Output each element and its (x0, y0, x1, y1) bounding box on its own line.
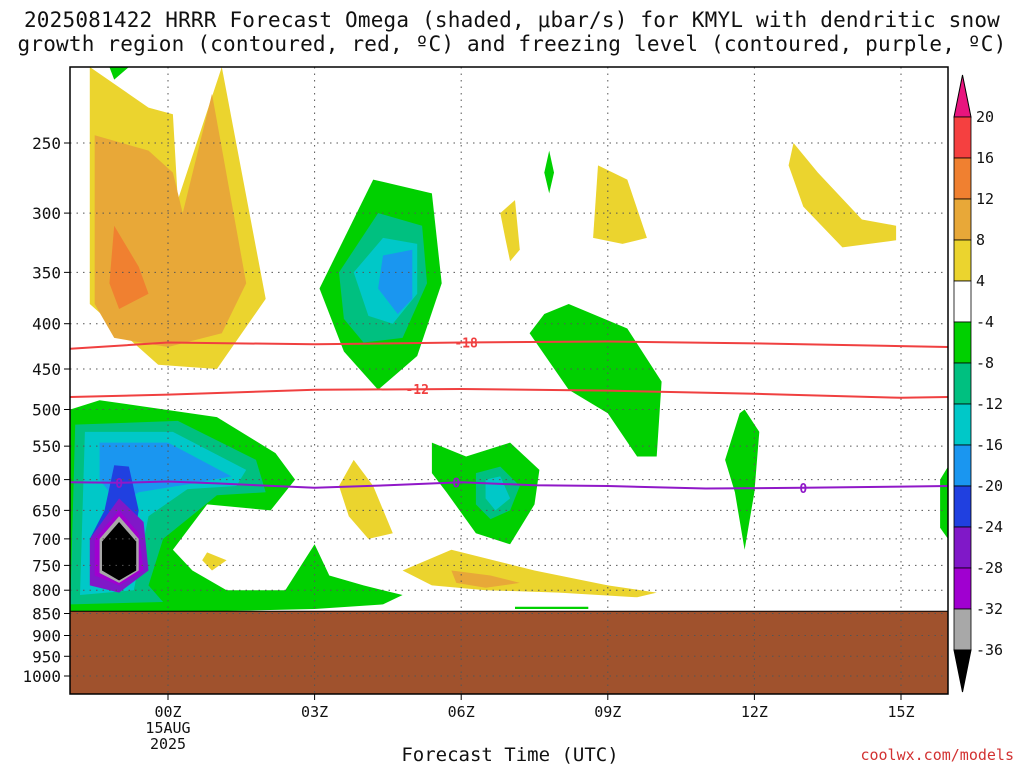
colorbar-label: 20 (976, 108, 994, 126)
y-tick-label: 550 (32, 437, 61, 456)
x-tick-date: 15AUG (145, 719, 190, 737)
y-tick-label: 900 (32, 626, 61, 645)
omega-region-28 (940, 466, 948, 539)
contour-label-1-0: -12 (405, 383, 428, 398)
omega-region-23 (593, 165, 647, 244)
colorbar-bin (953, 608, 972, 651)
colorbar-bin (953, 198, 972, 241)
colorbar-top-arrow (953, 74, 972, 118)
colorbar-label: 4 (976, 272, 985, 290)
chart-title-line-2: growth region (contoured, red, ºC) and f… (17, 32, 1007, 56)
colorbar-bin (953, 116, 972, 159)
x-tick-label: 00Z (154, 703, 181, 721)
omega-region-24 (500, 200, 520, 262)
colorbar-bottom-arrow (953, 649, 972, 693)
contour-label-2-2: 0 (452, 476, 460, 491)
colorbar-bin (953, 280, 972, 323)
colorbar-label: -20 (976, 477, 1003, 495)
colorbar-label: -24 (976, 518, 1003, 536)
colorbar-bin (953, 567, 972, 610)
colorbar-bin (953, 321, 972, 364)
y-tick-label: 400 (32, 315, 61, 334)
x-tick-label: 15Z (887, 703, 914, 721)
omega-region-29 (515, 606, 589, 609)
colorbar-label: -32 (976, 600, 1003, 618)
y-tick-label: 450 (32, 360, 61, 379)
x-tick-label: 03Z (301, 703, 328, 721)
contour-label-2-1: 0 (115, 477, 123, 492)
colorbar-label: 16 (976, 149, 994, 167)
colorbar-bin (953, 362, 972, 405)
y-tick-label: 1000 (22, 667, 61, 686)
x-tick-label: 06Z (448, 703, 475, 721)
y-tick-label: 650 (32, 501, 61, 520)
colorbar-bin (953, 526, 972, 569)
y-tick-label: 600 (32, 471, 61, 490)
omega-region-22 (529, 304, 662, 457)
y-tick-label: 300 (32, 204, 61, 223)
colorbar-bin (953, 239, 972, 282)
contour-label-0-0: -18 (454, 336, 478, 351)
omega-region-17 (402, 549, 657, 598)
colorbar-bin (953, 444, 972, 487)
omega-region-18 (451, 570, 520, 588)
omega-region-25 (544, 150, 554, 194)
contour-line-0 (70, 340, 949, 350)
y-tick-label: 250 (32, 134, 61, 153)
x-tick-label: 09Z (594, 703, 621, 721)
y-tick-label: 750 (32, 556, 61, 575)
omega-region-26 (788, 143, 897, 248)
chart-title-line-1: 2025081422 HRRR Forecast Omega (shaded, … (23, 8, 1001, 32)
contour-label-2-0: 0 (799, 482, 807, 497)
y-tick-label: 800 (32, 581, 61, 600)
y-tick-label: 350 (32, 263, 61, 282)
omega-region-30 (109, 67, 129, 80)
colorbar-label: -36 (976, 641, 1003, 659)
ground-below-surface (70, 611, 948, 694)
omega-region-27 (725, 409, 760, 550)
colorbar-bin (953, 157, 972, 200)
contour-line-2 (70, 480, 949, 490)
omega-region-6 (378, 249, 413, 314)
colorbar-bin (953, 485, 972, 528)
x-tick-year: 2025 (150, 735, 186, 753)
plot-frame (69, 66, 949, 695)
x-axis-label: Forecast Time (UTC) (401, 744, 619, 766)
colorbar-bin (953, 403, 972, 446)
colorbar-label: -12 (976, 395, 1003, 413)
omega-region-31 (202, 552, 227, 571)
y-tick-label: 850 (32, 605, 61, 624)
colorbar-label: 12 (976, 190, 994, 208)
y-tick-label: 700 (32, 530, 61, 549)
colorbar-label: 8 (976, 231, 985, 249)
y-tick-label: 500 (32, 401, 61, 420)
colorbar-label: -16 (976, 436, 1003, 454)
x-tick-label: 12Z (741, 703, 768, 721)
colorbar-label: -28 (976, 559, 1003, 577)
omega-region-2 (109, 225, 149, 309)
source-credit: coolwx.com/models (860, 746, 1014, 764)
omega-region-16 (339, 459, 393, 539)
contour-line-1 (70, 387, 949, 399)
y-tick-label: 950 (32, 647, 61, 666)
colorbar-label: -4 (976, 313, 994, 331)
colorbar-label: -8 (976, 354, 994, 372)
omega-region-15 (102, 522, 137, 581)
